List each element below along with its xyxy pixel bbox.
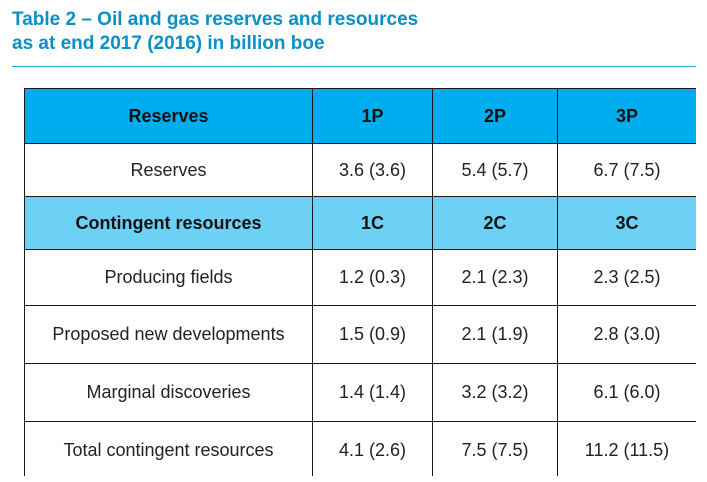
row-label: Proposed new developments bbox=[25, 306, 312, 363]
table-row: Reserves 3.6 (3.6) 5.4 (5.7) 6.7 (7.5) bbox=[25, 144, 696, 196]
table-cell: 1.5 (0.9) bbox=[313, 306, 432, 363]
table-cell: 11.2 (11.5) bbox=[558, 422, 696, 478]
table-cell: 6.7 (7.5) bbox=[558, 144, 696, 196]
header-cell: 1P bbox=[313, 89, 432, 143]
table-cell: 2.1 (1.9) bbox=[433, 306, 557, 363]
reserves-table-frame: Reserves 1P 2P 3P Reserves 3.6 (3.6) 5.4… bbox=[24, 88, 697, 479]
table-row: Producing fields 1.2 (0.3) 2.1 (2.3) 2.3… bbox=[25, 250, 696, 305]
row-label: Producing fields bbox=[25, 250, 312, 305]
header-cell: Reserves bbox=[25, 89, 312, 143]
table-cell: 2.3 (2.5) bbox=[558, 250, 696, 305]
contingent-header-row: Contingent resources 1C 2C 3C bbox=[25, 197, 696, 249]
table-row: Marginal discoveries 1.4 (1.4) 3.2 (3.2)… bbox=[25, 364, 696, 421]
subheader-cell: 1C bbox=[313, 197, 432, 249]
header-cell: 3P bbox=[558, 89, 696, 143]
row-label: Reserves bbox=[25, 144, 312, 196]
table-title-line-2: as at end 2017 (2016) in billion boe bbox=[12, 33, 325, 54]
table-row: Total contingent resources 4.1 (2.6) 7.5… bbox=[25, 422, 696, 478]
header-cell: 2P bbox=[433, 89, 557, 143]
row-label: Marginal discoveries bbox=[25, 364, 312, 421]
table-cell: 2.8 (3.0) bbox=[558, 306, 696, 363]
table-cell: 3.2 (3.2) bbox=[433, 364, 557, 421]
reserves-header-row: Reserves 1P 2P 3P bbox=[25, 89, 696, 143]
table-cell: 5.4 (5.7) bbox=[433, 144, 557, 196]
table-cell: 3.6 (3.6) bbox=[313, 144, 432, 196]
table-title: Table 2 – Oil and gas reserves and resou… bbox=[12, 8, 692, 56]
table-cell: 2.1 (2.3) bbox=[433, 250, 557, 305]
subheader-cell: 3C bbox=[558, 197, 696, 249]
table-cell: 6.1 (6.0) bbox=[558, 364, 696, 421]
table-cell: 4.1 (2.6) bbox=[313, 422, 432, 478]
reserves-table: Reserves 1P 2P 3P Reserves 3.6 (3.6) 5.4… bbox=[24, 88, 697, 479]
subheader-cell: Contingent resources bbox=[25, 197, 312, 249]
table-cell: 7.5 (7.5) bbox=[433, 422, 557, 478]
row-label: Total contingent resources bbox=[25, 422, 312, 478]
title-divider bbox=[12, 66, 696, 67]
table-row: Proposed new developments 1.5 (0.9) 2.1 … bbox=[25, 306, 696, 363]
table-title-line-1: Table 2 – Oil and gas reserves and resou… bbox=[12, 9, 419, 30]
table-cell: 1.2 (0.3) bbox=[313, 250, 432, 305]
subheader-cell: 2C bbox=[433, 197, 557, 249]
table-cell: 1.4 (1.4) bbox=[313, 364, 432, 421]
